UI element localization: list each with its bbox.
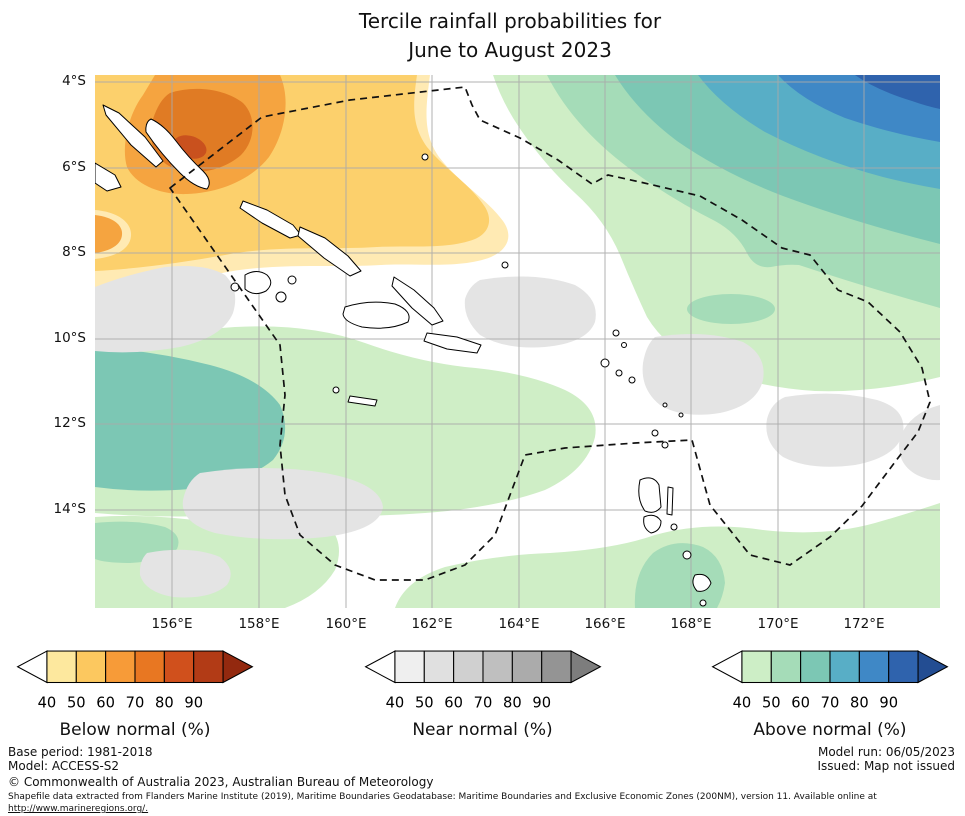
legend-cell bbox=[770, 650, 802, 684]
lon-tick-label: 156°E bbox=[151, 616, 193, 632]
above-normal-regions bbox=[95, 75, 940, 608]
eez-boundary bbox=[169, 86, 931, 581]
legend-tick-label: 50 bbox=[762, 695, 781, 712]
legend-label-above-normal: Above normal (%) bbox=[753, 720, 907, 740]
lon-tick-label: 160°E bbox=[325, 616, 367, 632]
legend-cell bbox=[540, 650, 572, 684]
lon-tick-label: 158°E bbox=[238, 616, 280, 632]
model-run-text: Model run: 06/05/2023 bbox=[817, 745, 955, 759]
lon-tick-label: 162°E bbox=[411, 616, 453, 632]
legend-cell bbox=[423, 650, 454, 684]
legend-tick-label: 90 bbox=[879, 695, 898, 712]
legend-tick-label: 60 bbox=[96, 695, 115, 712]
legend-tick-label: 70 bbox=[821, 695, 840, 712]
legend-label-below-normal: Below normal (%) bbox=[59, 720, 211, 740]
legend-tick-label: 90 bbox=[532, 695, 551, 712]
legend-label-near-normal: Near normal (%) bbox=[412, 720, 553, 740]
marineregions-link[interactable]: http://www.marineregions.org/. bbox=[8, 803, 149, 814]
legend-right-arrow bbox=[222, 650, 254, 684]
issued-text: Issued: Map not issued bbox=[817, 759, 955, 774]
lat-tick-label: 4°S bbox=[62, 73, 86, 89]
legend-cell bbox=[163, 650, 195, 684]
legend-tick-label: 60 bbox=[791, 695, 810, 712]
legend-cell bbox=[741, 650, 772, 684]
lat-tick-label: 10°S bbox=[53, 330, 87, 346]
legend-cell bbox=[75, 650, 107, 684]
legend-tick-label: 80 bbox=[850, 695, 869, 712]
copyright-text: © Commonwealth of Australia 2023, Austra… bbox=[8, 774, 434, 789]
title-line-2: June to August 2023 bbox=[408, 38, 612, 62]
legend-bar-above-normal: 40 50 60 70 80 90 bbox=[711, 650, 949, 712]
lat-tick-label: 8°S bbox=[62, 244, 86, 260]
base-period-text: Base period: 1981-2018 bbox=[8, 745, 153, 759]
legend-bar-near-normal: 40 50 60 70 80 90 bbox=[363, 650, 602, 712]
model-text: Model: ACCESS-S2 bbox=[8, 759, 120, 774]
lon-tick-label: 164°E bbox=[498, 616, 540, 632]
legend-tick-label: 40 bbox=[38, 695, 57, 712]
legend-tick-label: 60 bbox=[444, 695, 463, 712]
land-outlines bbox=[95, 104, 712, 607]
shapefile-note: Shapefile data extracted from Flanders M… bbox=[8, 792, 955, 815]
legend-cell bbox=[481, 650, 513, 684]
legend-bar-below-normal: 40 50 60 70 80 90 bbox=[16, 650, 254, 712]
legend-tick-label: 40 bbox=[733, 695, 752, 712]
footer: Base period: 1981-2018 Model run: 06/05/… bbox=[8, 745, 955, 816]
map-canvas bbox=[95, 75, 940, 608]
legend-tick-label: 50 bbox=[414, 695, 433, 712]
near-normal-regions bbox=[95, 266, 940, 598]
legend-cell bbox=[393, 650, 425, 684]
legend-tick-label: 90 bbox=[184, 695, 203, 712]
legend-right-arrow bbox=[917, 650, 949, 684]
legend-tick-label: 70 bbox=[473, 695, 492, 712]
legend-right-arrow bbox=[570, 650, 602, 684]
legend-above-normal: 40 50 60 70 80 90 Above normal (%) bbox=[710, 650, 950, 740]
lat-tick-label: 12°S bbox=[53, 415, 87, 431]
legend-cell bbox=[829, 650, 860, 684]
legend-left-arrow bbox=[363, 650, 395, 684]
gridlines bbox=[95, 75, 940, 608]
title-line-1: Tercile rainfall probabilities for bbox=[358, 9, 662, 33]
lat-tick-label: 14°S bbox=[53, 501, 87, 517]
legend-tick-label: 80 bbox=[503, 695, 522, 712]
legend-cell bbox=[134, 650, 165, 684]
legend-cell bbox=[46, 650, 77, 684]
map-container: 4°S 6°S 8°S 10°S 12°S 14°S bbox=[54, 73, 940, 632]
legend-cell bbox=[511, 650, 542, 684]
lon-tick-label: 172°E bbox=[843, 616, 885, 632]
lat-tick-label: 6°S bbox=[62, 159, 86, 175]
legend-cell bbox=[105, 650, 136, 684]
legend-cell bbox=[193, 650, 224, 684]
legend-cell bbox=[888, 650, 919, 684]
legend-tick-label: 40 bbox=[385, 695, 404, 712]
legend-tick-label: 80 bbox=[155, 695, 174, 712]
legend-tick-label: 70 bbox=[126, 695, 145, 712]
lon-tick-label: 170°E bbox=[757, 616, 799, 632]
legend-near-normal: 40 50 60 70 80 90 Near normal (%) bbox=[363, 650, 603, 740]
legend-left-arrow bbox=[16, 650, 48, 684]
legend-tick-label: 50 bbox=[67, 695, 86, 712]
legend-below-normal: 40 50 60 70 80 90 Below normal (%) bbox=[15, 650, 255, 740]
legend-cell bbox=[800, 650, 831, 684]
legend-left-arrow bbox=[711, 650, 743, 684]
shapefile-note-text: Shapefile data extracted from Flanders M… bbox=[8, 792, 877, 803]
legend-cell bbox=[452, 650, 484, 684]
legend-cell bbox=[858, 650, 890, 684]
page-title: Tercile rainfall probabilities for June … bbox=[0, 7, 965, 65]
lon-tick-label: 168°E bbox=[670, 616, 712, 632]
legend-row: 40 50 60 70 80 90 Below normal (%) 40 50… bbox=[0, 650, 965, 740]
lon-tick-label: 166°E bbox=[584, 616, 626, 632]
